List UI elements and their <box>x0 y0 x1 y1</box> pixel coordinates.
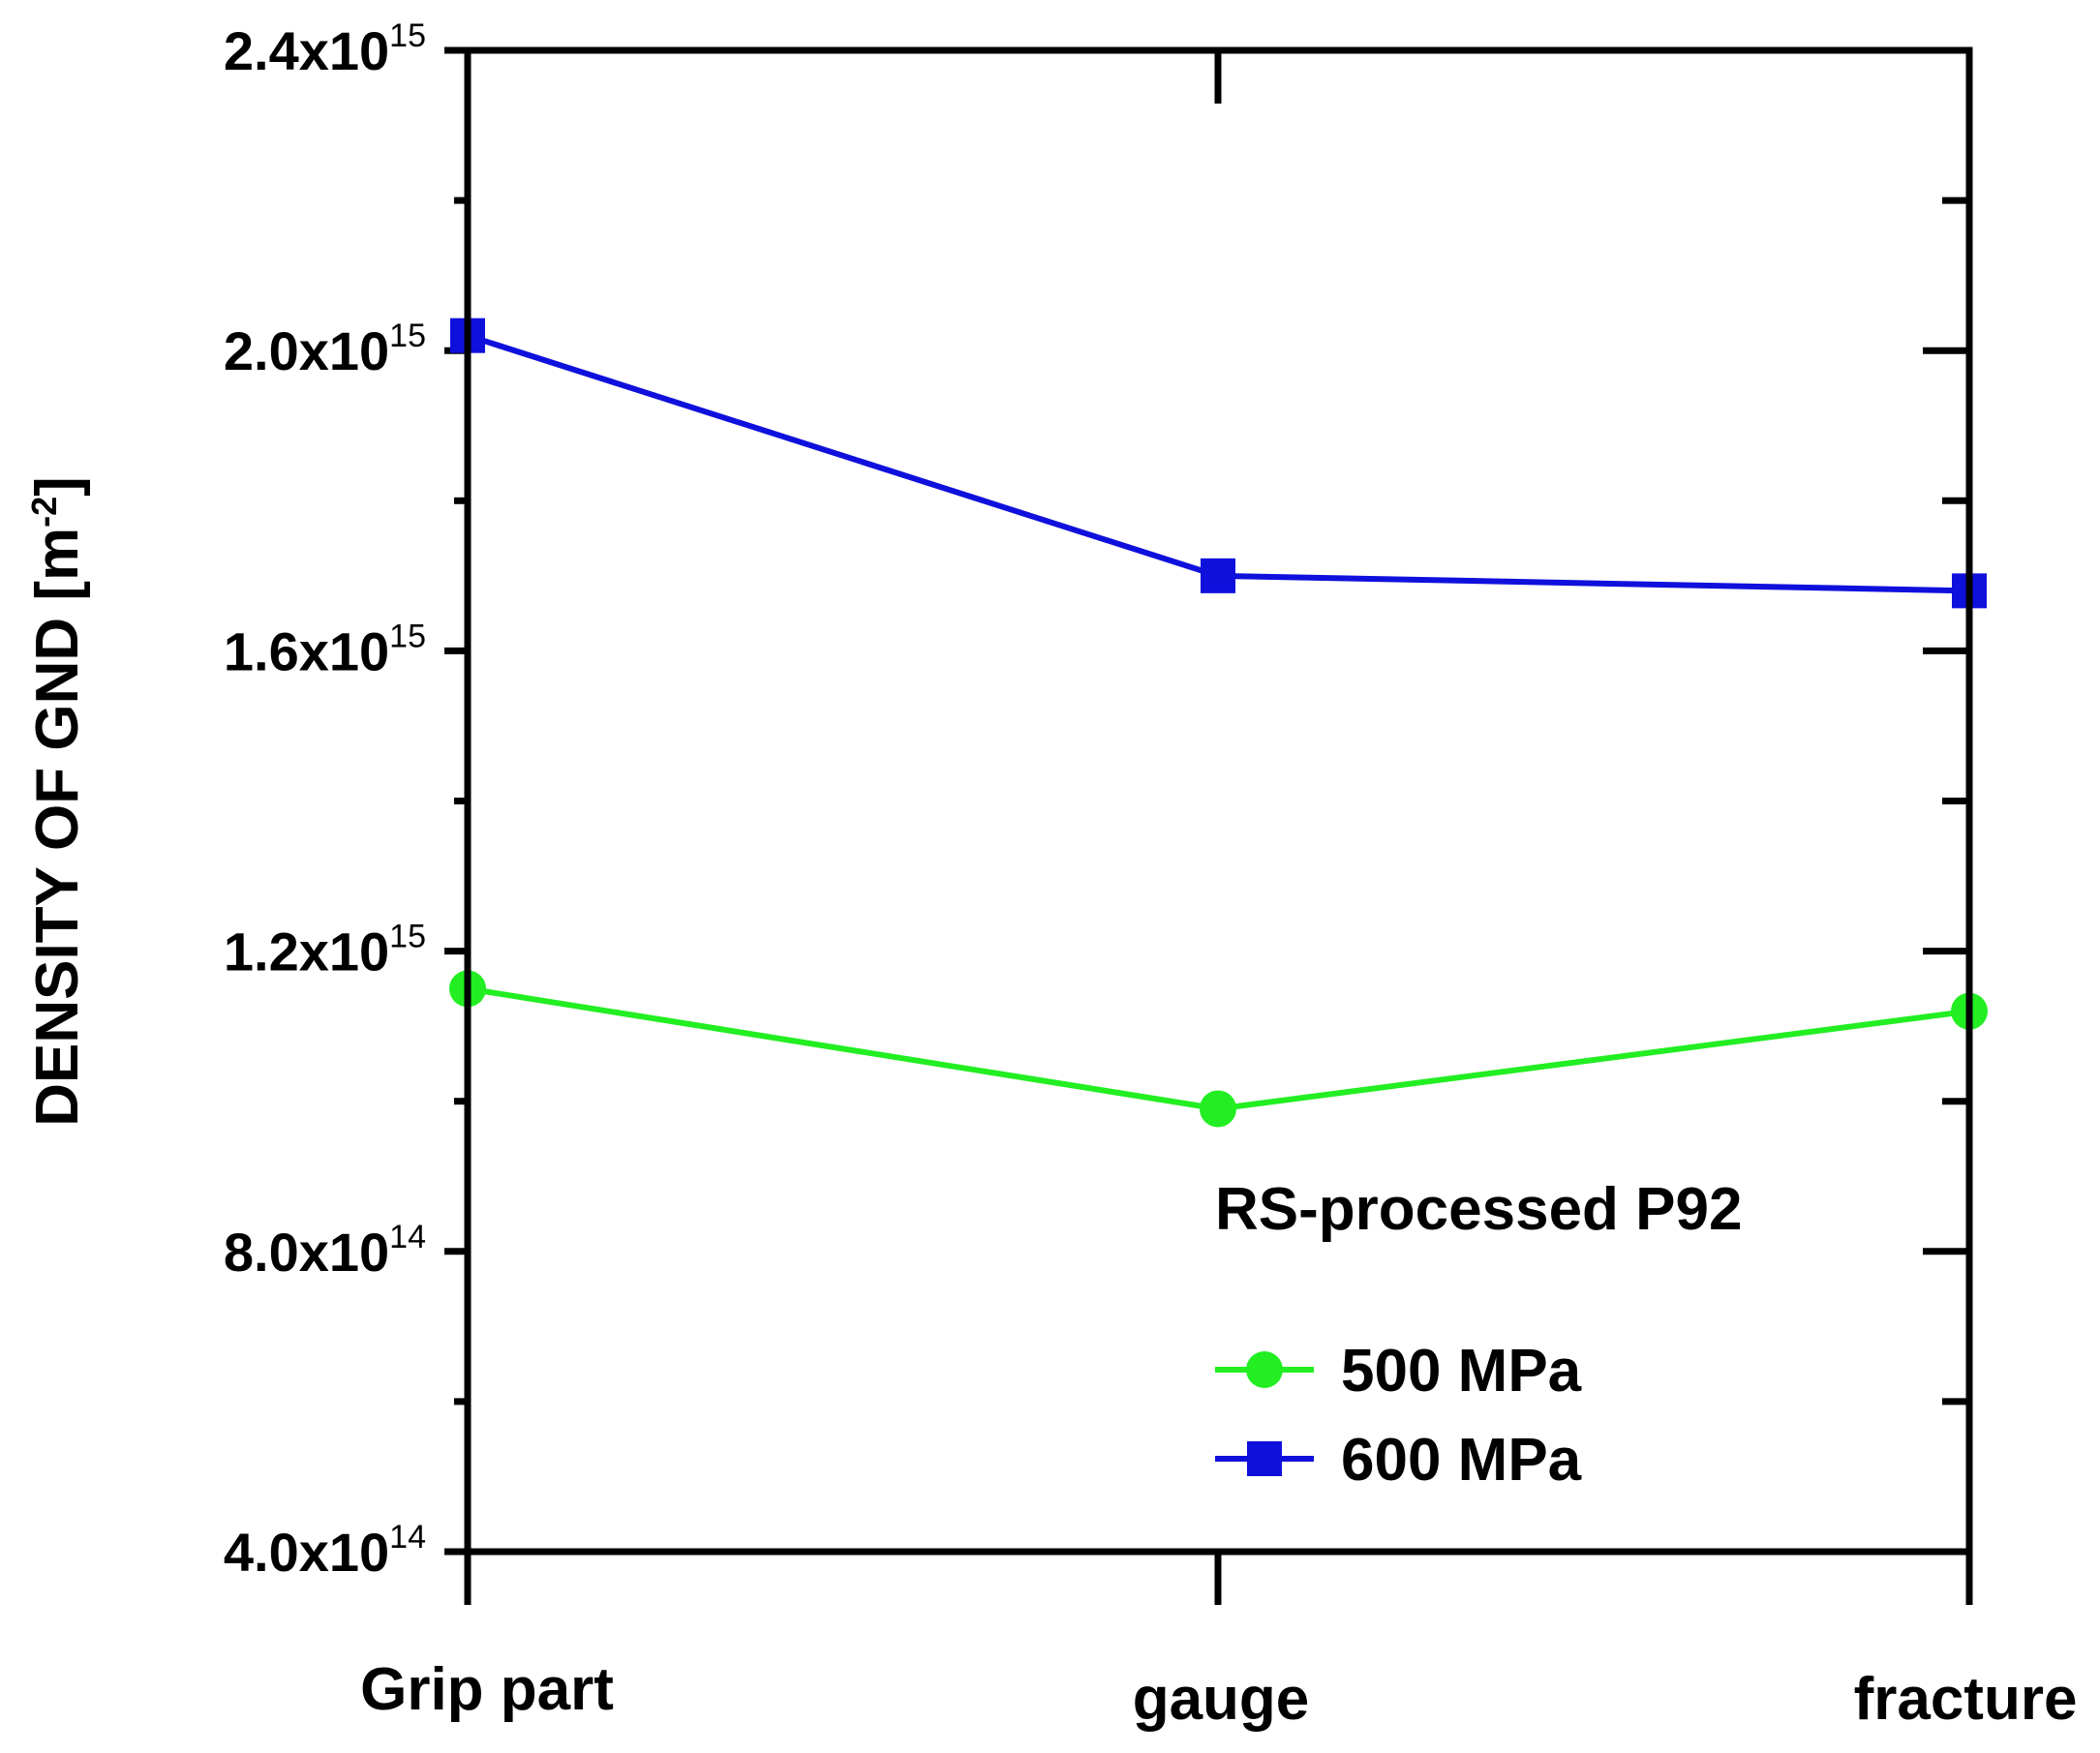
legend: 500 MPa 600 MPa <box>1215 1338 1582 1494</box>
legend-marker-circle <box>1246 1351 1283 1388</box>
series-layer <box>449 317 1988 1128</box>
legend-title: RS-processed P92 <box>1215 1176 1742 1243</box>
legend-marker-square <box>1247 1441 1282 1476</box>
y-tick-label: 1.2x1015 <box>224 919 426 982</box>
x-tick-label-fracture: fracture <box>1854 1666 2078 1733</box>
y-tick-label: 8.0x1014 <box>224 1219 426 1283</box>
axis-ticks <box>444 46 1973 1605</box>
x-tick-label-grip-part: Grip part <box>360 1656 614 1723</box>
legend-label-500-mpa: 500 MPa <box>1341 1338 1582 1405</box>
y-tick-label: 1.6x1015 <box>224 618 426 681</box>
y-tick-label: 2.0x1015 <box>224 317 426 381</box>
x-tick-labels: Grip part gauge fracture <box>360 1656 2077 1733</box>
plot-frame <box>464 46 1973 1556</box>
y-tick-labels: 4.0x1014 8.0x1014 1.2x1015 1.6x1015 2.0x1015… <box>224 17 426 1583</box>
y-tick-label: 2.4x1015 <box>224 17 426 81</box>
legend-label-600-mpa: 600 MPa <box>1341 1427 1582 1494</box>
x-tick-label-gauge: gauge <box>1133 1666 1310 1733</box>
y-axis-title: DENSITY OF GND [m-2] <box>24 476 91 1127</box>
y-tick-label: 4.0x1014 <box>224 1519 426 1583</box>
data-point-500-mpa <box>1200 1090 1236 1128</box>
series-line-600-mpa <box>467 332 1970 594</box>
data-point-600-mpa <box>1201 558 1235 593</box>
